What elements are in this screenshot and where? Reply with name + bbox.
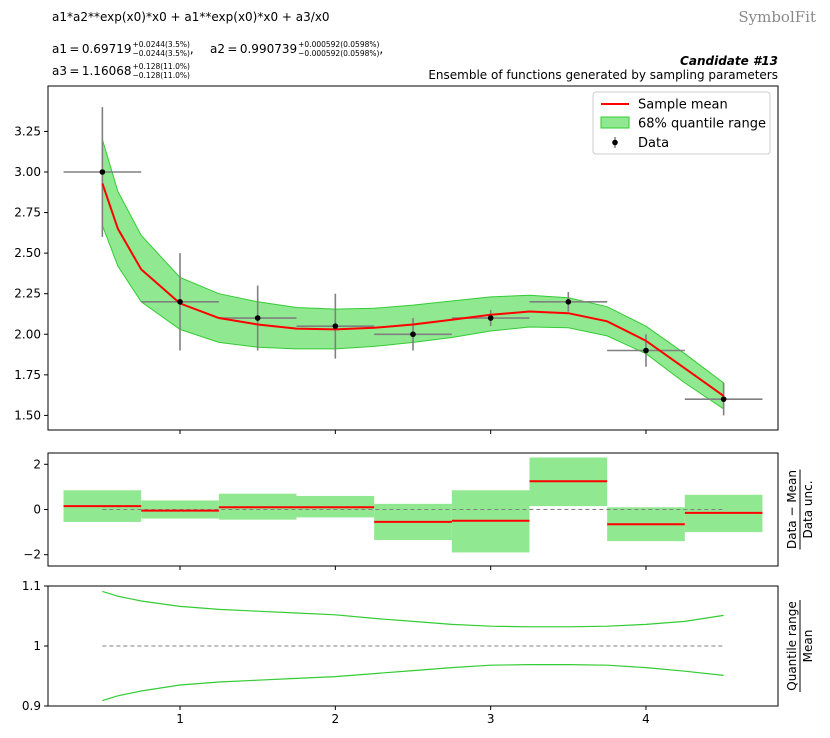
ratio-ytick-label: 0.9 xyxy=(22,699,41,713)
residual-ylabel-numerator: Data − Mean xyxy=(785,470,799,549)
data-point xyxy=(643,347,649,354)
residual-ytick-label: 2 xyxy=(33,457,41,471)
ratio-xtick-label: 3 xyxy=(487,712,495,726)
brand-label: SymbolFit xyxy=(738,8,816,26)
main-ytick-label: 2.50 xyxy=(14,246,41,260)
param-a3: a3 = 1.16068 +0.128(11.0%) −0.128(11.0%) xyxy=(52,62,190,80)
ratio-xtick-label: 4 xyxy=(642,712,650,726)
ratio-xtick-label: 1 xyxy=(176,712,184,726)
residual-ylabel-denominator: Data unc. xyxy=(801,480,815,538)
data-point xyxy=(99,169,106,175)
param-name: a2 xyxy=(210,42,225,56)
param-error-plus: +0.000592(0.0598%) xyxy=(298,40,380,49)
param-a2: a2 = 0.990739 +0.000592(0.0598%) −0.000592… xyxy=(210,40,384,58)
ratio-ylabel-numerator: Quantile range xyxy=(785,601,799,690)
ratio-xtick-label: 2 xyxy=(332,712,340,726)
ratio-upper-line xyxy=(102,590,724,628)
ratio-ytick-label: 1 xyxy=(33,639,41,653)
param-value: 1.16068 xyxy=(81,64,132,78)
data-point xyxy=(720,396,727,402)
legend-swatch-data-point xyxy=(612,139,618,146)
data-point xyxy=(410,331,416,338)
legend-label-mean: Sample mean xyxy=(638,98,728,113)
residual-ytick-label: 0 xyxy=(33,503,41,517)
ratio-ylabel: Quantile range Mean xyxy=(785,600,815,692)
param-error-plus: +0.0244(3.5%) xyxy=(132,40,190,49)
param-name: a1 xyxy=(52,42,67,56)
main-ytick-label: 3.00 xyxy=(14,165,41,179)
param-separator: , xyxy=(189,42,194,56)
ratio-ytick-label: 1.1 xyxy=(22,579,41,593)
data-point xyxy=(177,299,183,305)
data-point xyxy=(487,315,494,321)
param-separator: , xyxy=(379,42,384,56)
quantile-band xyxy=(101,139,725,410)
main-ytick-label: 1.50 xyxy=(14,408,41,422)
main-ytick-label: 2.00 xyxy=(14,327,41,341)
main-ytick-label: 3.25 xyxy=(14,124,41,138)
param-error-minus: −0.000592(0.0598%) xyxy=(298,49,380,58)
main-ytick-label: 2.25 xyxy=(14,287,41,301)
ensemble-subtitle: Ensemble of functions generated by sampl… xyxy=(428,68,778,82)
residual-ytick-label: −2 xyxy=(23,548,41,562)
legend-label-band: 68% quantile range xyxy=(638,117,766,132)
data-point xyxy=(332,323,339,329)
ratio-lower-line xyxy=(102,664,724,702)
candidate-label: Candidate #13 xyxy=(680,54,778,68)
ratio-ylabel-denominator: Mean xyxy=(801,630,815,663)
main-ytick-label: 1.75 xyxy=(14,368,41,382)
main-plot-frame xyxy=(47,85,779,431)
legend-swatch-band xyxy=(600,116,630,129)
main-ytick-label: 2.75 xyxy=(14,206,41,220)
param-value: 0.990739 xyxy=(239,42,298,56)
param-error-minus: −0.0244(3.5%) xyxy=(132,49,190,58)
legend-box xyxy=(592,91,771,155)
param-name: a3 xyxy=(52,64,67,78)
param-error-minus: −0.128(11.0%) xyxy=(132,71,190,80)
formula-text: a1*a2**exp(x0)*x0 + a1**exp(x0)*x0 + a3/… xyxy=(52,10,330,24)
param-value: 0.69719 xyxy=(81,42,132,56)
residual-ylabel: Data − Mean Data unc. xyxy=(785,469,815,550)
param-error-plus: +0.128(11.0%) xyxy=(132,62,190,71)
data-point xyxy=(565,299,572,305)
legend-label-data: Data xyxy=(638,136,669,151)
data-point xyxy=(254,315,261,321)
sample-mean-line xyxy=(101,183,725,397)
param-a1: a1 = 0.69719 +0.0244(3.5%) −0.0244(3.5%), xyxy=(52,40,194,58)
